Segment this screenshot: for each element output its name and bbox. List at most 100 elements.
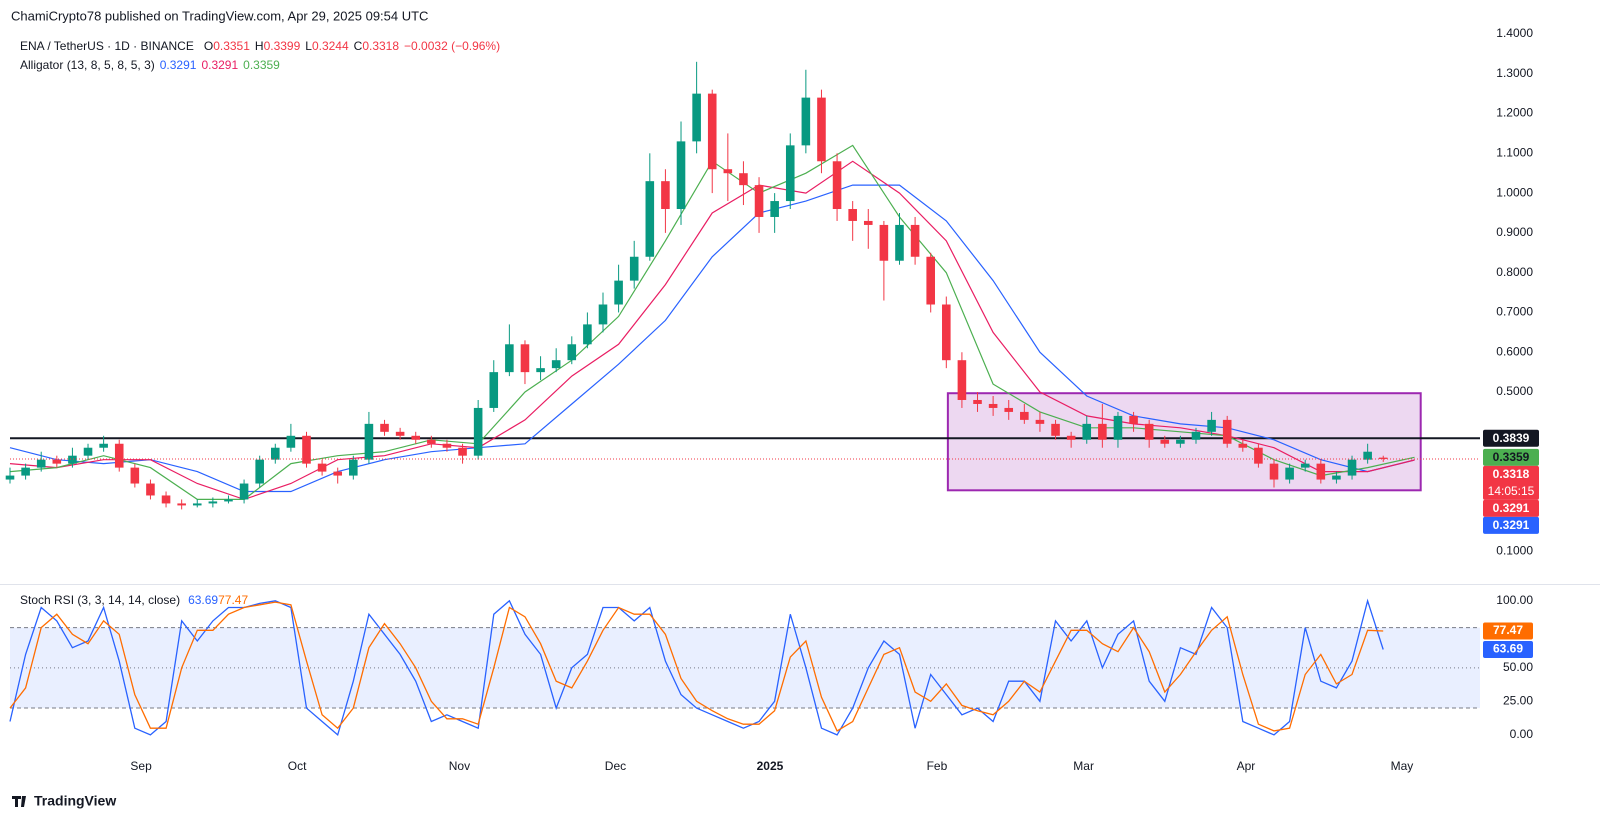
value-label-bg	[1483, 622, 1533, 640]
ohlc-label: O	[204, 39, 213, 53]
candle-body	[770, 201, 779, 217]
candle-body	[177, 503, 186, 506]
candle-body	[1222, 419, 1232, 444]
candle-body	[146, 483, 155, 496]
candle-body	[52, 459, 62, 464]
candle-body	[505, 344, 514, 373]
candle-body	[1082, 423, 1092, 440]
price-label-bg	[1483, 448, 1539, 466]
price-label: 0.3291	[1493, 501, 1530, 515]
candle-body	[910, 224, 920, 257]
value-label: 63.69	[1493, 642, 1523, 656]
candle-body	[879, 224, 889, 261]
x-tick-label: Mar	[1073, 759, 1094, 773]
candle-body	[161, 495, 171, 504]
price-label: 0.3318	[1493, 467, 1530, 481]
candle-body	[988, 403, 998, 408]
candle-body	[723, 169, 733, 174]
candle-body	[5, 475, 15, 480]
x-tick-label: Sep	[130, 759, 152, 773]
candle-body	[1066, 435, 1076, 440]
candle-body	[411, 435, 421, 440]
y-tick-label: 0.7000	[1496, 305, 1533, 319]
y-tick-label: 1.0000	[1496, 185, 1533, 199]
candle-body	[1207, 419, 1216, 432]
indicator-name: Stoch RSI (3, 3, 14, 14, close)	[20, 593, 180, 607]
ohlc-label: L	[305, 39, 312, 53]
x-tick-label: Feb	[927, 759, 948, 773]
candle-body	[1269, 463, 1279, 480]
y-tick-label: 0.1000	[1496, 543, 1533, 557]
indicator-legend: Stoch RSI (3, 3, 14, 14, close) 63.6977.4…	[20, 593, 248, 607]
x-tick-label: 2025	[757, 759, 784, 773]
candle-body	[848, 209, 857, 221]
brand: TradingView	[34, 793, 116, 809]
candle-body	[1316, 463, 1326, 480]
candle-body	[567, 344, 577, 361]
candle-body	[1285, 467, 1294, 480]
candle-body	[801, 97, 811, 146]
symbol-legend: ENA / TetherUS · 1D · BINANCE O0.3351 H0.3…	[20, 39, 500, 53]
candle-body	[270, 447, 280, 460]
candle-body	[926, 256, 935, 305]
candle-body	[785, 145, 795, 202]
indicator-name: Alligator (13, 8, 5, 8, 5, 3)	[20, 58, 155, 72]
indicator-value: 0.3291	[160, 58, 197, 72]
candle-body	[130, 467, 140, 484]
ohlc-label: C	[354, 39, 363, 53]
candle-body	[302, 435, 311, 464]
candle-body	[380, 423, 389, 432]
candle-body	[1113, 415, 1123, 440]
ohlc-value: 0.3244	[312, 39, 349, 53]
candle-body	[1176, 439, 1185, 444]
candle-body	[598, 304, 608, 325]
candle-body	[817, 97, 826, 162]
candle-body	[1098, 423, 1107, 440]
y-tick-label: 0.8000	[1496, 265, 1533, 279]
candle-body	[1051, 423, 1060, 436]
candle-body	[114, 443, 124, 468]
candle-body	[645, 181, 655, 257]
price-label-bg	[1483, 429, 1539, 447]
stoch-line	[9, 598, 1384, 737]
brand-logo	[12, 796, 26, 807]
indicator-value: 63.69	[188, 593, 218, 607]
candle-body	[36, 459, 46, 468]
candle-body	[349, 459, 358, 476]
candle-body	[208, 501, 218, 504]
x-tick-label: Dec	[605, 759, 626, 773]
ohlc-value: 0.3318	[362, 39, 399, 53]
ohlc-value: 0.3351	[213, 39, 250, 53]
price-label: 0.3839	[1493, 431, 1530, 445]
y-tick-label: 25.00	[1503, 694, 1533, 708]
publisher: ChamiCrypto78 published on TradingView.c…	[11, 8, 428, 23]
x-tick-label: Nov	[449, 759, 470, 773]
candle-body	[1363, 451, 1372, 460]
indicator-legend: Alligator (13, 8, 5, 8, 5, 3) 0.3291 0.329…	[20, 58, 280, 72]
candle-body	[21, 467, 30, 476]
stoch-line	[9, 601, 1384, 732]
candle-body	[489, 372, 499, 408]
candle-body	[536, 368, 545, 373]
candle-body	[895, 224, 904, 261]
value-label: 77.47	[1493, 623, 1523, 637]
y-tick-label: 0.00	[1510, 727, 1534, 741]
y-tick-label: 1.4000	[1496, 26, 1533, 40]
candle-body	[473, 407, 483, 456]
candle-body	[83, 447, 93, 456]
candle-body	[676, 141, 686, 210]
candle-body	[317, 463, 327, 472]
candle-body	[1300, 463, 1310, 468]
candle-body	[1160, 439, 1170, 444]
candle-body	[1020, 411, 1029, 420]
candle-body	[583, 324, 592, 345]
y-tick-label: 1.1000	[1496, 145, 1533, 159]
candle-body	[224, 499, 233, 502]
y-tick-label: 0.5000	[1496, 384, 1533, 398]
x-tick-label: Oct	[288, 759, 307, 773]
symbol-title: ENA / TetherUS · 1D · BINANCE	[20, 39, 194, 53]
price-label-bg	[1483, 499, 1539, 517]
candle-body	[707, 93, 717, 170]
price-countdown: 14:05:15	[1488, 484, 1535, 498]
candle-body	[395, 431, 405, 436]
